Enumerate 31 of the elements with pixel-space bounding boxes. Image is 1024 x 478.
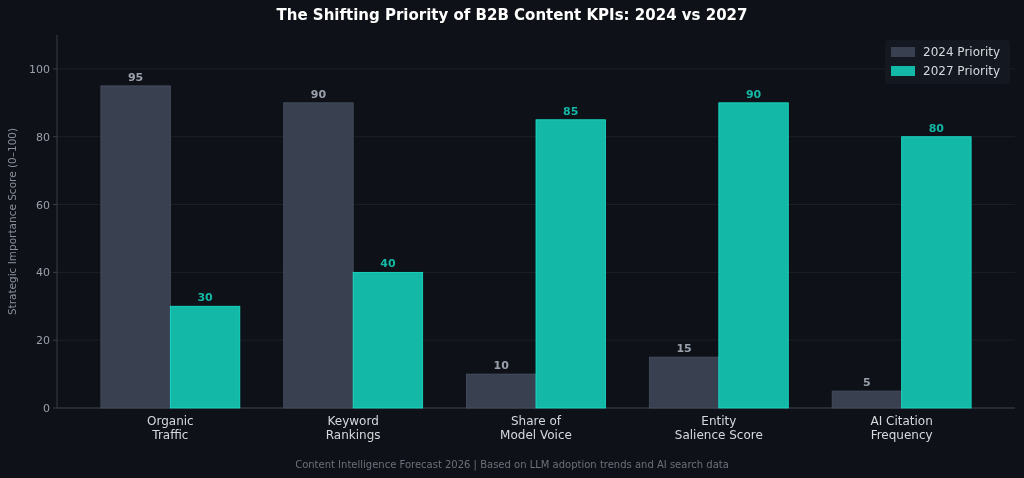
legend-label: 2027 Priority bbox=[923, 64, 1001, 78]
y-tick-label: 60 bbox=[36, 198, 50, 212]
data-label: 30 bbox=[197, 291, 214, 305]
data-label: 80 bbox=[928, 121, 945, 135]
x-tick-label: Entity Salience Score bbox=[674, 414, 763, 442]
x-tick-label: Share of Model Voice bbox=[500, 414, 572, 442]
data-label: 90 bbox=[310, 87, 327, 101]
chart-title: The Shifting Priority of B2B Content KPIs: 2024 vs 2027 bbox=[276, 6, 748, 24]
y-tick-label: 0 bbox=[43, 402, 50, 415]
data-label: 95 bbox=[127, 70, 144, 84]
text: Content Intelligence Forecast 2026 | Based on LLM adoption trends and AI search data bbox=[295, 459, 729, 471]
x-tick-label: AI Citation Frequency bbox=[870, 414, 933, 442]
legend-label: 2024 Priority bbox=[923, 45, 1001, 59]
data-label: 40 bbox=[380, 257, 396, 271]
bar bbox=[718, 102, 789, 409]
data-label: 15 bbox=[676, 342, 692, 356]
data-label: 85 bbox=[563, 104, 579, 118]
y-tick-label: 40 bbox=[36, 266, 50, 280]
y-tick-label: 100 bbox=[29, 62, 50, 76]
bar bbox=[535, 119, 606, 409]
x-tick-label: Organic Traffic bbox=[147, 414, 194, 442]
bar bbox=[901, 136, 972, 409]
data-label: 10 bbox=[493, 359, 510, 373]
y-axis-title: Strategic Importance Score (0–100) bbox=[6, 127, 18, 316]
y-tick-label: 80 bbox=[36, 130, 50, 144]
data-label: 90 bbox=[745, 87, 762, 101]
y-tick-label: 20 bbox=[36, 334, 50, 348]
bar bbox=[352, 271, 424, 409]
x-tick-label: Keyword Rankings bbox=[325, 414, 381, 442]
bar bbox=[169, 305, 241, 409]
data-label: 5 bbox=[863, 376, 871, 390]
